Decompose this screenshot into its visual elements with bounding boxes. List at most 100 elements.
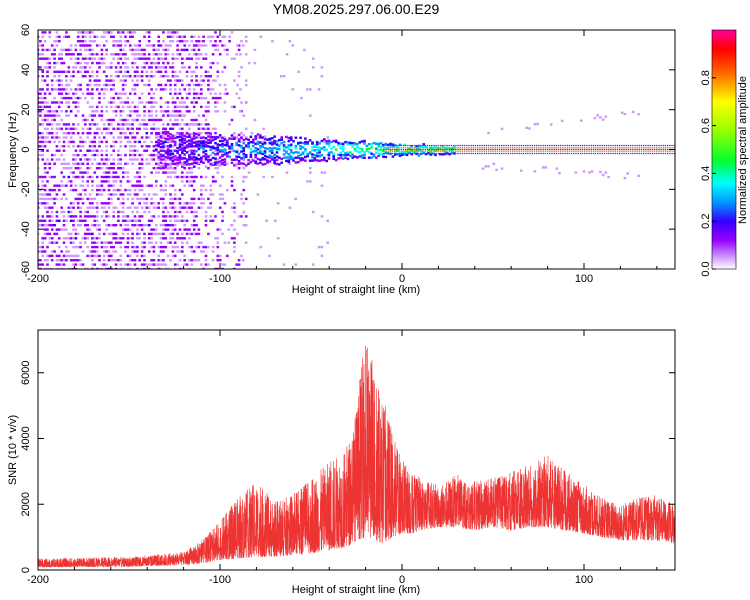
spectrogram-cell [474, 152, 477, 155]
spectrogram-cell [181, 127, 184, 130]
spectrogram-cell [129, 140, 132, 144]
spectrogram-cell [616, 148, 619, 151]
spectrogram-cell [450, 144, 453, 147]
spectrogram-cell [185, 175, 189, 179]
spectrogram-cell [181, 105, 184, 109]
spectrogram-cell [214, 105, 217, 109]
spectrogram-cell [235, 53, 238, 56]
spectrogram-cell [169, 206, 172, 209]
spectrogram-cell [192, 44, 196, 47]
spectrogram-cell [240, 254, 243, 258]
spectrogram-cell [653, 144, 656, 147]
spectrogram-cell [294, 150, 298, 154]
spectrogram-cell [147, 66, 151, 69]
spectrogram-cell [62, 254, 66, 258]
spectrogram-cell [67, 70, 71, 73]
spectrogram-cell [81, 250, 85, 253]
spectrogram-cell [133, 31, 137, 34]
spectrogram-cell [60, 171, 63, 174]
spectrogram-cell [102, 250, 106, 253]
spectrogram-cell [384, 151, 388, 154]
spectrogram-cell [485, 150, 488, 153]
spectrogram-cell [171, 254, 175, 258]
spectrogram-cell [173, 210, 177, 214]
spectrogram-cell [110, 118, 113, 122]
spectrogram-cell [159, 237, 163, 240]
spectrogram-cell [166, 150, 170, 153]
spectrogram-cell [43, 202, 47, 205]
spectrogram-cell [60, 263, 63, 266]
spectrogram-cell [110, 75, 113, 78]
spectrogram-cell [166, 75, 170, 78]
spectrogram-cell [188, 53, 191, 56]
spectrogram-cell [275, 143, 279, 146]
spectrogram-cell [597, 152, 599, 155]
spectrogram-cell [259, 134, 262, 137]
spectrogram-cell [195, 57, 198, 60]
spectrogram-cell [457, 146, 459, 149]
spectrogram-cell [58, 158, 61, 161]
spectrogram-cell [387, 150, 389, 153]
spectrogram-cell [69, 267, 73, 269]
spectrogram-cell [39, 53, 42, 56]
spectrogram-cell [140, 267, 144, 269]
spectrogram-cell [119, 66, 123, 69]
spectrogram-cell [74, 162, 78, 165]
spectrogram-cell [459, 148, 461, 151]
spectrogram-cell [67, 175, 71, 179]
spectrogram-cell [117, 175, 120, 179]
spectrogram-cell [216, 158, 220, 161]
spectrogram-cell [190, 132, 194, 136]
spectrogram-cell [164, 156, 168, 159]
spectrogram-cell [365, 148, 369, 151]
spectrogram-cell [76, 35, 80, 38]
spectrogram-cell [209, 184, 212, 187]
spectrogram-cell [117, 215, 120, 218]
spectrogram-cell [337, 143, 340, 147]
spectrogram-cell [162, 145, 165, 149]
spectrogram-cell [169, 88, 172, 91]
spectrogram-cell [190, 75, 194, 78]
spectrogram-cell [183, 40, 186, 43]
spectrogram-cell [289, 157, 293, 161]
spectrogram-cell [431, 144, 433, 147]
spectrogram-cell [95, 162, 99, 165]
spectrogram-cell [53, 175, 56, 179]
spectrogram-cell [311, 156, 314, 159]
spectrogram-cell [407, 150, 409, 153]
spectrogram-cell [105, 88, 108, 91]
spectrogram-cell [102, 35, 106, 38]
spectrogram-cell [91, 180, 94, 183]
spectrogram-cell [72, 215, 75, 218]
spectrogram-cell [531, 150, 533, 153]
spectrogram-cell [176, 48, 179, 52]
spectrogram-cell [105, 267, 108, 269]
spectrogram-cell [507, 148, 509, 151]
spectrogram-cell [74, 105, 78, 109]
spectrogram-cell [514, 148, 516, 151]
spectrogram-cell [287, 159, 291, 162]
spectrogram-cell [150, 219, 153, 222]
spectrogram-cell [58, 140, 61, 144]
spectrogram-cell [536, 122, 539, 126]
spectrogram-cell [67, 140, 71, 144]
spectrogram-cell [41, 237, 44, 240]
spectrogram-cell [162, 123, 165, 126]
spectrogram-cell [169, 162, 172, 165]
spectrogram-cell [599, 152, 601, 155]
spectrogram-cell [273, 159, 276, 162]
spectrogram-cell [39, 145, 42, 148]
spectrogram-cell [433, 148, 435, 151]
spectrogram-cell [634, 152, 636, 155]
spectrogram-cell [627, 152, 630, 155]
spectrogram-cell [577, 146, 579, 149]
spectrogram-cell [95, 267, 99, 269]
spectrogram-cell [643, 146, 645, 149]
spectrogram-cell [81, 40, 85, 43]
spectrogram-cell [181, 114, 184, 117]
spectrogram-cell [46, 210, 49, 214]
spectrogram-cell [584, 150, 586, 153]
spectrogram-cell [46, 254, 49, 258]
spectrogram-cell [413, 148, 416, 151]
spectrogram-cell [171, 137, 175, 140]
